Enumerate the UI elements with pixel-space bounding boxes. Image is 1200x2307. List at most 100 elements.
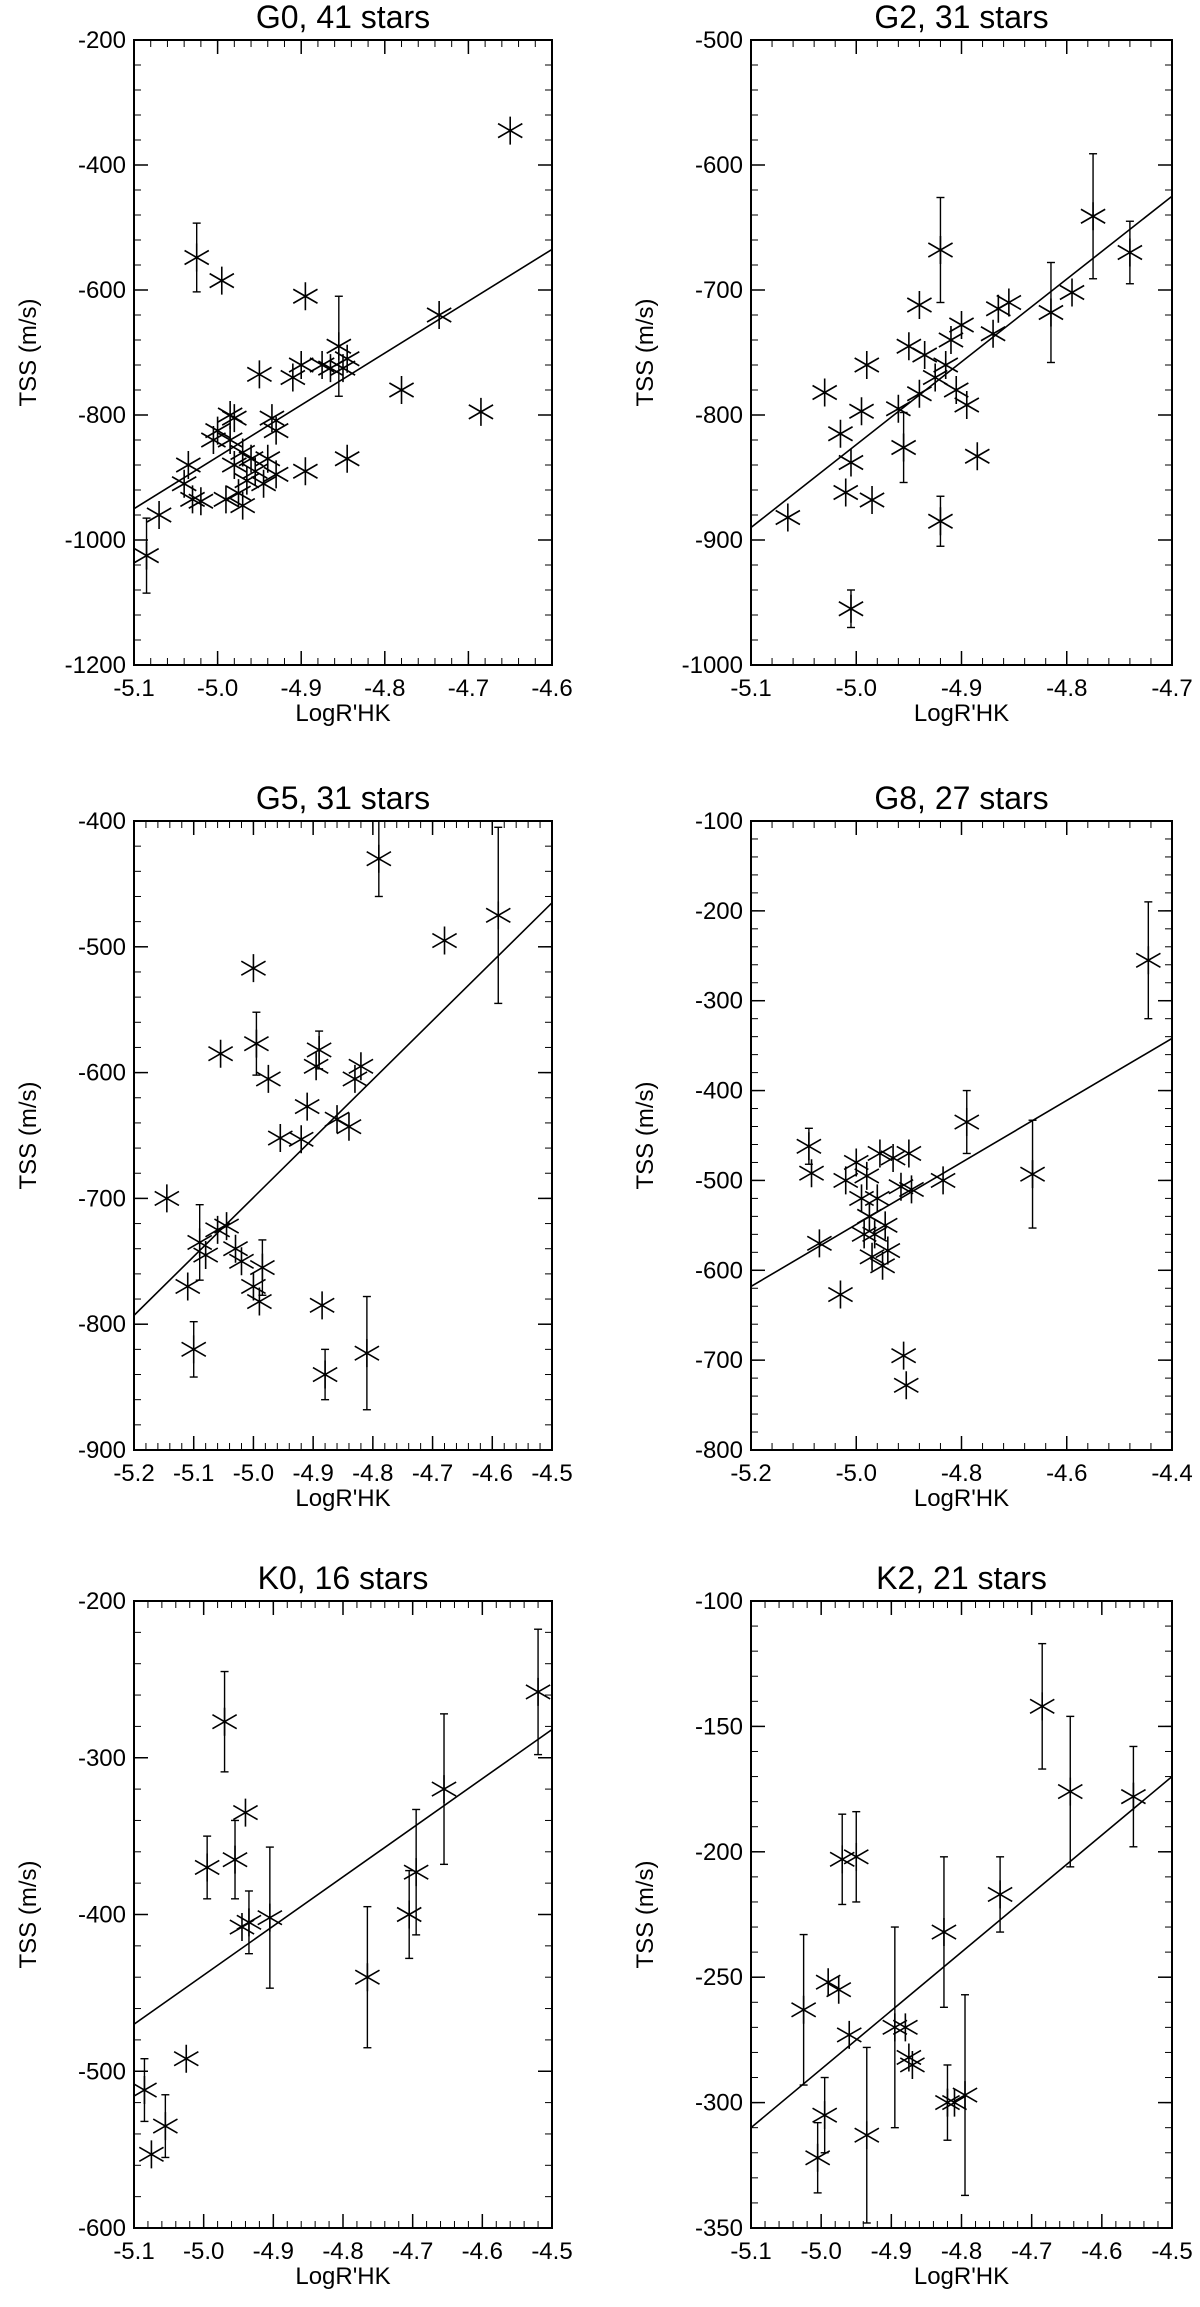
asterisk-marker [1057, 1777, 1083, 1806]
data-point [882, 1926, 908, 2129]
y-tick-label: -800 [78, 402, 126, 429]
data-point [497, 116, 523, 145]
data-point [175, 1272, 201, 1301]
asterisk-marker [232, 1798, 258, 1827]
data-point [294, 1092, 320, 1121]
asterisk-marker [826, 1975, 852, 2004]
data-point [930, 1166, 956, 1195]
asterisk-marker [217, 426, 243, 454]
asterisk-marker [208, 1039, 234, 1068]
fit-line [134, 902, 552, 1316]
data-point [431, 926, 458, 955]
y-axis-label: TSS (m/s) [632, 1861, 659, 1969]
data-point [193, 1241, 219, 1270]
data-point [912, 341, 938, 369]
data-point [859, 486, 885, 514]
asterisk-marker [188, 487, 214, 516]
asterisk-marker [870, 1251, 896, 1280]
data-point [354, 1905, 380, 2049]
data-point [222, 1819, 248, 1900]
asterisk-marker [922, 363, 948, 392]
y-tick-label: -600 [78, 1060, 126, 1087]
asterisk-marker [294, 1092, 320, 1121]
asterisk-marker [796, 1132, 822, 1161]
y-tick-label: -800 [78, 1311, 126, 1338]
data-point [246, 1287, 272, 1316]
x-tick-label: -4.6 [1081, 2238, 1122, 2265]
asterisk-marker [246, 360, 272, 389]
x-tick-label: -5.1 [730, 2238, 771, 2265]
data-point [348, 1052, 374, 1081]
asterisk-marker [775, 503, 801, 532]
data-point [854, 1161, 880, 1190]
asterisk-marker [875, 1236, 901, 1265]
asterisk-marker [964, 442, 990, 471]
asterisk-marker [525, 1677, 551, 1706]
data-point [775, 503, 801, 532]
y-tick-label: -700 [695, 277, 743, 304]
data-point [236, 1890, 262, 1955]
data-point [255, 1064, 281, 1093]
data-point [891, 1341, 917, 1370]
data-point [306, 1030, 332, 1070]
data-point [927, 495, 953, 547]
y-tick-label: -300 [695, 2090, 743, 2117]
y-tick-label: -500 [695, 27, 743, 54]
asterisk-marker [303, 1052, 329, 1081]
data-point [862, 1220, 888, 1249]
x-tick-label: -4.9 [871, 2238, 912, 2265]
asterisk-marker [859, 1242, 885, 1271]
asterisk-marker [263, 416, 289, 445]
asterisk-marker [214, 1212, 240, 1241]
x-tick-label: -4.6 [1046, 1460, 1087, 1487]
data-point [933, 351, 959, 379]
scatter-panel-1: G0, 41 stars -5.1 -5.0 -4.9 -4.8 -4.7 -4.6 -120… [15, 0, 573, 727]
data-point [1057, 1715, 1083, 1868]
asterisk-marker [312, 1360, 338, 1389]
asterisk-marker [798, 1159, 825, 1188]
data-point [980, 319, 1006, 348]
data-point [805, 2121, 831, 2194]
y-tick-label: -500 [78, 934, 126, 961]
data-point [1020, 1119, 1046, 1229]
asterisk-marker [134, 2076, 157, 2105]
x-tick-label: -5.2 [730, 1460, 771, 1487]
data-point [815, 1968, 841, 1997]
data-point [146, 501, 172, 529]
asterisk-marker [896, 1139, 922, 1168]
asterisk-marker [829, 1845, 855, 1874]
asterisk-marker [213, 485, 239, 514]
asterisk-marker [1029, 1692, 1055, 1721]
plot-area [751, 1642, 1172, 2224]
x-tick-label: -5.0 [836, 675, 877, 702]
asterisk-marker [1020, 1160, 1046, 1189]
asterisk-marker [309, 1291, 335, 1320]
asterisk-marker [200, 426, 226, 454]
asterisk-marker [255, 1064, 281, 1093]
plot-frame [750, 820, 1173, 1451]
asterisk-marker [927, 507, 953, 536]
data-point [791, 1933, 817, 2086]
panel-title: K2, 21 stars [876, 1560, 1047, 1596]
y-tick-label: -300 [695, 988, 743, 1015]
data-point [954, 391, 980, 419]
asterisk-marker [292, 457, 318, 486]
x-tick-label: -4.7 [412, 1460, 453, 1487]
asterisk-marker [812, 2101, 838, 2130]
asterisk-marker [899, 2050, 925, 2079]
data-point [214, 1212, 240, 1241]
x-axis-label: LogR'HK [914, 700, 1009, 727]
asterisk-marker [896, 332, 922, 361]
x-tick-label: -4.5 [531, 1460, 572, 1487]
asterisk-marker [146, 501, 172, 529]
data-point [187, 1203, 213, 1281]
data-point [243, 1011, 269, 1076]
data-point [931, 1856, 957, 2008]
asterisk-marker [888, 1172, 914, 1201]
y-tick-label: -200 [695, 1839, 743, 1866]
fit-line [134, 1728, 552, 2025]
data-point [396, 1869, 422, 1960]
y-axis-label: TSS (m/s) [15, 1082, 42, 1190]
asterisk-marker [257, 1903, 283, 1932]
